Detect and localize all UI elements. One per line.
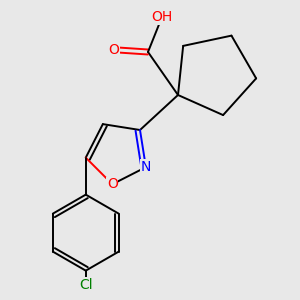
Text: O: O bbox=[109, 43, 119, 57]
Text: OH: OH bbox=[152, 10, 172, 24]
Text: N: N bbox=[141, 160, 151, 174]
Text: Cl: Cl bbox=[79, 278, 93, 292]
Text: O: O bbox=[107, 177, 118, 191]
